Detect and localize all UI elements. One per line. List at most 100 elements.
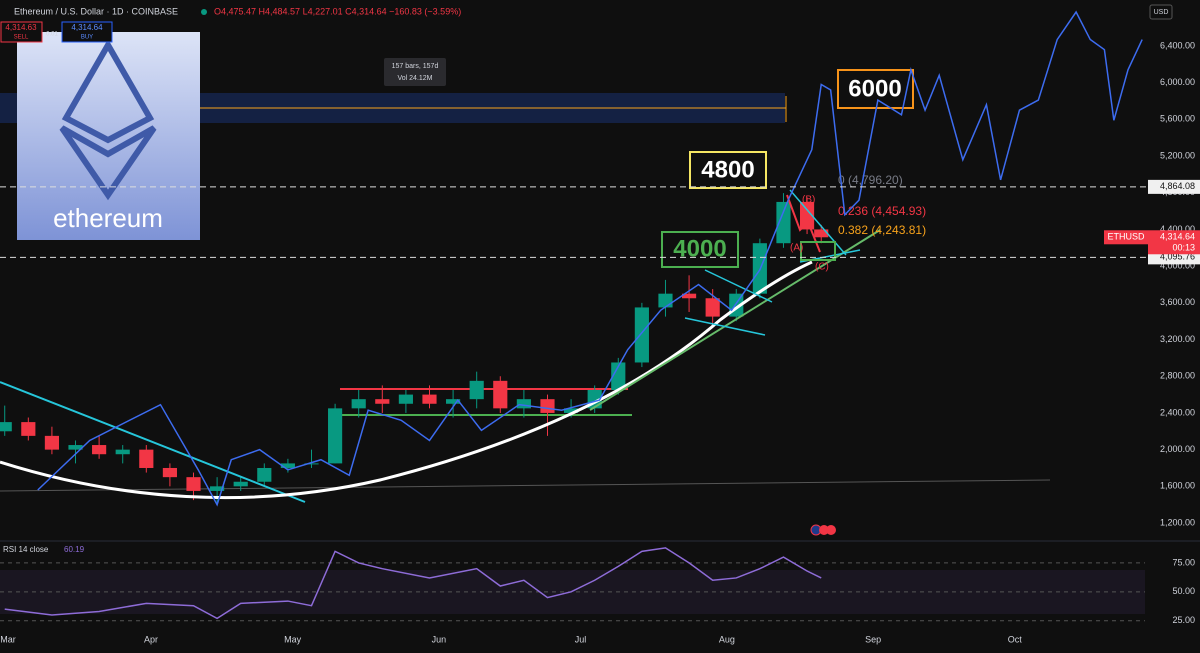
event-icon <box>826 525 836 535</box>
candle-body <box>422 394 437 404</box>
x-tick-label: Aug <box>719 634 735 644</box>
y-tick-label: 4,000.00 <box>1160 261 1195 271</box>
candle-body <box>776 201 791 244</box>
rsi-last: 60.19 <box>64 545 85 554</box>
sell-button[interactable] <box>0 21 43 43</box>
y-tick-label: 6,400.00 <box>1160 40 1195 50</box>
axes: 1,200.00 1,600.00 2,000.00 2,400.00 2,800.00… <box>0 40 1200 644</box>
wave-b: (B) <box>802 195 815 206</box>
rsi-label: RSI 14 close <box>3 545 49 554</box>
spread: 0.01 <box>46 32 58 38</box>
flag-top <box>704 269 773 303</box>
candle-body <box>469 380 484 400</box>
candle-body <box>210 486 225 491</box>
sell-price: 4,314.63 <box>5 23 37 32</box>
candle-body <box>115 449 130 455</box>
last-price-label: 4,314.64 <box>1160 232 1195 242</box>
x-tick-label: Apr <box>144 634 158 644</box>
tooltip-volume: Vol 24.12M <box>397 75 432 82</box>
candles <box>0 193 829 505</box>
candle-body <box>658 293 673 308</box>
candle-body <box>634 307 649 363</box>
buy-label: BUY <box>81 35 93 41</box>
candle-body <box>564 408 579 413</box>
fib-382: 0.382 (4,243.81) <box>838 223 926 237</box>
downtrend-line <box>0 381 306 503</box>
candle-body <box>351 399 366 409</box>
wave-c: (C) <box>815 262 829 273</box>
target-4000: 4000 <box>673 235 726 262</box>
logo-diamond-top <box>61 38 155 144</box>
candle-body <box>257 467 272 482</box>
x-tick-label: Sep <box>865 634 881 644</box>
fib-236: 0.236 (4,454.93) <box>838 204 926 218</box>
flag-bottom <box>684 317 766 336</box>
candle-body <box>814 229 829 238</box>
logo-text: ethereum <box>53 203 163 233</box>
candle-body <box>0 422 12 432</box>
y-tick-label: 3,600.00 <box>1160 297 1195 307</box>
projection-line <box>37 10 1143 507</box>
status-dot <box>201 9 207 15</box>
candle-body <box>186 477 201 491</box>
rsi-tick-label: 25.00 <box>1172 615 1195 625</box>
overlay: (B) (A) (C) 0 (4,796.20) 0.236 (4,454.93… <box>0 10 1143 536</box>
x-tick-label: Oct <box>1008 634 1023 644</box>
buy-price: 4,314.64 <box>71 23 103 32</box>
target-4800: 4800 <box>701 156 754 183</box>
countdown: 00:13 <box>1172 243 1195 253</box>
y-tick-label: 5,200.00 <box>1160 150 1195 160</box>
x-tick-label: Jul <box>575 634 587 644</box>
candle-body <box>139 449 154 468</box>
rsi-line <box>4 547 822 620</box>
symbol-title: Ethereum / U.S. Dollar · 1D · COINBASE <box>14 6 178 16</box>
x-tick-label: May <box>284 634 302 644</box>
candle-body <box>162 467 177 478</box>
candle-body <box>328 408 343 464</box>
y-tick-label: 2,400.00 <box>1160 407 1195 417</box>
tooltip-box <box>384 58 446 86</box>
candle-body <box>398 394 413 404</box>
y-tick-label: 6,000.00 <box>1160 77 1195 87</box>
support-line <box>0 479 1051 492</box>
currency-box[interactable] <box>1149 4 1173 20</box>
candle-body <box>233 481 248 487</box>
logo-bg <box>17 32 200 240</box>
candle-body <box>280 463 295 468</box>
currency: USD <box>1154 9 1169 16</box>
candle-body <box>304 463 319 465</box>
candle-body <box>516 399 531 409</box>
y-tick-label: 5,600.00 <box>1160 114 1195 124</box>
ohlc: O4,475.47 H4,484.57 L4,227.01 C4,314.64 … <box>214 6 461 16</box>
price-tag-label: 4,095.76 <box>1160 252 1195 262</box>
candle-body <box>611 362 626 390</box>
wave-a: (A) <box>790 243 803 254</box>
candle-body <box>21 422 36 436</box>
wedge-top <box>789 189 847 256</box>
price-tag-label: 4,864.08 <box>1160 181 1195 191</box>
target-6000-box <box>837 69 914 109</box>
target-4000-box <box>661 231 739 268</box>
y-tick-label: 2,000.00 <box>1160 444 1195 454</box>
candle-body <box>493 380 508 409</box>
tooltip-bars: 157 bars, 157d <box>392 63 439 70</box>
sell-label: SELL <box>14 35 29 41</box>
fib-0: 0 (4,796.20) <box>838 173 903 187</box>
y-tick-label: 1,200.00 <box>1160 517 1195 527</box>
buy-button[interactable] <box>61 21 113 43</box>
y-tick-label: 4,400.00 <box>1160 224 1195 234</box>
candle-body <box>92 445 107 455</box>
candle-body <box>540 399 555 413</box>
last-price-tag <box>1148 230 1200 255</box>
rsi-tick-label: 75.00 <box>1172 557 1195 567</box>
event-icon <box>819 525 829 535</box>
target-zone <box>800 241 836 261</box>
candle-body <box>375 399 390 404</box>
rsi-tick-label: 50.00 <box>1172 586 1195 596</box>
x-tick-label: Jun <box>432 634 447 644</box>
candle-body <box>799 201 815 230</box>
cup-curve <box>0 260 813 500</box>
event-icons <box>810 524 836 536</box>
target-6000: 6000 <box>848 75 901 102</box>
